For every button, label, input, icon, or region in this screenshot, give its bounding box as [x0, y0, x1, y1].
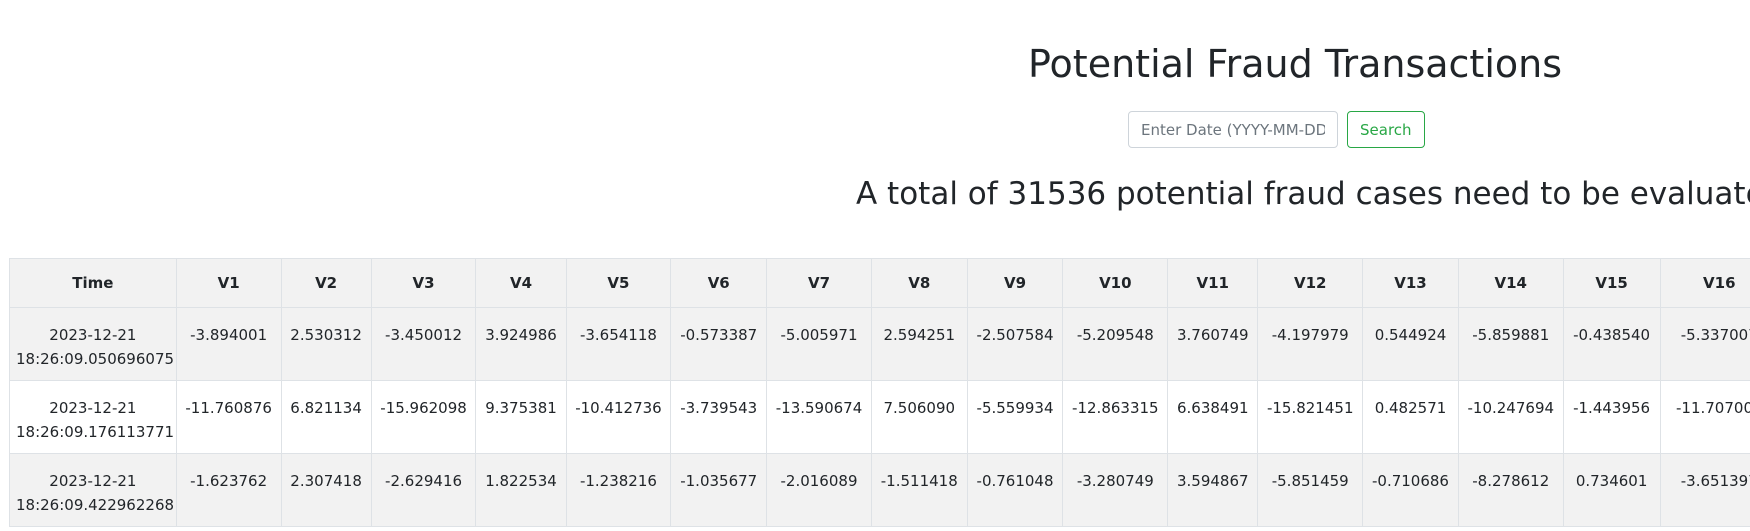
value-cell-v4: 9.375381: [475, 380, 567, 454]
column-header-v3: V3: [370, 258, 477, 308]
column-header-v12: V12: [1257, 258, 1364, 308]
transactions-table-container: Time V1 V2 V3 V4 V5 V6 V7 V8 V9 V10 V11 V12 V13 V14 V15…: [9, 258, 1750, 527]
value-cell-v8: 7.506090: [870, 380, 968, 454]
column-header-v14: V14: [1457, 258, 1564, 308]
table-row: 2023-12-21 18:26:09.176113771 -11.760876 6.…: [9, 380, 1750, 454]
search-button[interactable]: Search: [1347, 111, 1425, 148]
table-header-row: Time V1 V2 V3 V4 V5 V6 V7 V8 V9 V10 V11 V12 V13 V14 V15…: [9, 258, 1750, 308]
value-cell-v1: -3.894001: [175, 307, 282, 381]
value-cell-v2: 2.530312: [280, 307, 372, 381]
value-cell-v2: 6.821134: [280, 380, 372, 454]
transactions-table: Time V1 V2 V3 V4 V5 V6 V7 V8 V9 V10 V11 V12 V13 V14 V15…: [9, 258, 1750, 527]
value-cell-v14: -8.278612: [1457, 453, 1564, 527]
page-title: Potential Fraud Transactions: [1028, 42, 1563, 86]
value-cell-v4: 3.924986: [475, 307, 567, 381]
time-cell: 2023-12-21 18:26:09.422962268: [9, 453, 177, 527]
time-clock: 18:26:09.176113771: [16, 423, 175, 441]
value-cell-v5: -1.238216: [565, 453, 672, 527]
time-clock: 18:26:09.050696075: [16, 350, 175, 368]
time-cell: 2023-12-21 18:26:09.176113771: [9, 380, 177, 454]
value-cell-v6: -0.573387: [670, 307, 768, 381]
value-cell-v12: -15.821451: [1257, 380, 1364, 454]
column-header-v8: V8: [870, 258, 968, 308]
value-cell-v15: 0.734601: [1562, 453, 1661, 527]
value-cell-v10: -5.209548: [1062, 307, 1169, 381]
column-header-v13: V13: [1362, 258, 1459, 308]
column-header-v2: V2: [280, 258, 372, 308]
time-date: 2023-12-21: [49, 326, 137, 344]
value-cell-v10: -3.280749: [1062, 453, 1169, 527]
time-clock: 18:26:09.422962268: [16, 496, 175, 514]
column-header-v5: V5: [565, 258, 672, 308]
value-cell-v11: 6.638491: [1167, 380, 1259, 454]
column-header-v11: V11: [1167, 258, 1259, 308]
value-cell-v7: -5.005971: [766, 307, 872, 381]
value-cell-v9: -5.559934: [966, 380, 1064, 454]
value-cell-v7: -13.590674: [766, 380, 872, 454]
total-cases-text: A total of 31536 potential fraud cases n…: [856, 176, 1750, 212]
page-header: Potential Fraud Transactions Search A to…: [0, 0, 1750, 250]
value-cell-v13: -0.710686: [1362, 453, 1459, 527]
value-cell-v15: -0.438540: [1562, 307, 1661, 381]
value-cell-v2: 2.307418: [280, 453, 372, 527]
value-cell-v14: -10.247694: [1457, 380, 1564, 454]
time-date: 2023-12-21: [49, 399, 137, 417]
column-header-v1: V1: [175, 258, 282, 308]
column-header-v15: V15: [1562, 258, 1661, 308]
value-cell-v11: 3.760749: [1167, 307, 1259, 381]
value-cell-v1: -1.623762: [175, 453, 282, 527]
value-cell-v12: -4.197979: [1257, 307, 1364, 381]
value-cell-v4: 1.822534: [475, 453, 567, 527]
value-cell-v3: -15.962098: [370, 380, 477, 454]
value-cell-v16: -5.337007: [1659, 307, 1750, 381]
value-cell-v1: -11.760876: [175, 380, 282, 454]
date-search-input[interactable]: [1128, 111, 1338, 148]
value-cell-v3: -3.450012: [370, 307, 477, 381]
value-cell-v14: -5.859881: [1457, 307, 1564, 381]
value-cell-v7: -2.016089: [766, 453, 872, 527]
column-header-v9: V9: [966, 258, 1064, 308]
value-cell-v9: -2.507584: [966, 307, 1064, 381]
column-header-v16: V16: [1659, 258, 1750, 308]
value-cell-v5: -3.654118: [565, 307, 672, 381]
value-cell-v8: -1.511418: [870, 453, 968, 527]
table-row: 2023-12-21 18:26:09.050696075 -3.894001 2.5…: [9, 307, 1750, 381]
search-form: Search: [1128, 111, 1425, 148]
value-cell-v8: 2.594251: [870, 307, 968, 381]
value-cell-v6: -3.739543: [670, 380, 768, 454]
table-body: 2023-12-21 18:26:09.050696075 -3.894001 2.5…: [9, 307, 1750, 527]
time-cell: 2023-12-21 18:26:09.050696075: [9, 307, 177, 381]
table-row: 2023-12-21 18:26:09.422962268 -1.623762 2.3…: [9, 453, 1750, 527]
value-cell-v15: -1.443956: [1562, 380, 1661, 454]
value-cell-v12: -5.851459: [1257, 453, 1364, 527]
column-header-v4: V4: [475, 258, 567, 308]
column-header-v10: V10: [1062, 258, 1169, 308]
column-header-v6: V6: [670, 258, 768, 308]
value-cell-v16: -11.707001: [1659, 380, 1750, 454]
value-cell-v11: 3.594867: [1167, 453, 1259, 527]
value-cell-v13: 0.544924: [1362, 307, 1459, 381]
time-date: 2023-12-21: [49, 472, 137, 490]
value-cell-v9: -0.761048: [966, 453, 1064, 527]
value-cell-v5: -10.412736: [565, 380, 672, 454]
value-cell-v16: -3.651397: [1659, 453, 1750, 527]
value-cell-v13: 0.482571: [1362, 380, 1459, 454]
column-header-v7: V7: [766, 258, 872, 308]
column-header-time: Time: [9, 258, 177, 308]
value-cell-v10: -12.863315: [1062, 380, 1169, 454]
value-cell-v3: -2.629416: [370, 453, 477, 527]
value-cell-v6: -1.035677: [670, 453, 768, 527]
